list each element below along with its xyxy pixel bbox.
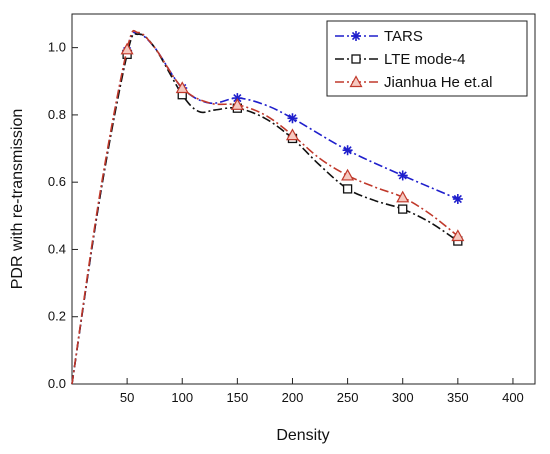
- marker-stroke: [398, 171, 407, 180]
- marker-square: [398, 204, 408, 214]
- marker-stroke: [453, 194, 462, 204]
- x-axis-label: Density: [276, 427, 329, 444]
- x-tick-label: 250: [337, 390, 359, 405]
- y-tick-label: 0.8: [48, 107, 66, 122]
- marker-asterisk: [351, 31, 361, 41]
- marker-stroke: [288, 114, 297, 123]
- marker-triangle: [349, 75, 363, 88]
- y-tick-label: 0.4: [48, 241, 66, 256]
- y-tick-label: 0.2: [48, 309, 66, 324]
- x-tick-label: 50: [120, 390, 134, 405]
- x-tick-label: 400: [502, 390, 524, 405]
- marker-triangle: [230, 98, 244, 110]
- y-tick-label: 1.0: [48, 40, 66, 55]
- series-lte-mode-4-line: [71, 33, 459, 385]
- series-jianhua-he-et-al: [71, 29, 465, 385]
- marker-asterisk: [452, 194, 463, 204]
- legend-entry: Jianhua He et.al: [335, 74, 492, 91]
- marker-stroke: [343, 146, 352, 155]
- y-axis-ticks: 0.0 0.2 0.4 0.6 0.8 1.0: [48, 40, 78, 391]
- marker-triangle: [396, 190, 410, 203]
- y-tick-label: 0.0: [48, 376, 66, 391]
- marker-square: [351, 54, 361, 64]
- marker-triangle: [285, 128, 299, 141]
- legend-label: TARS: [384, 28, 423, 45]
- marker-asterisk: [342, 145, 353, 156]
- legend: TARS LTE mode-4 Jianhua He et.al: [326, 20, 528, 97]
- x-tick-label: 200: [282, 390, 304, 405]
- marker-triangle: [120, 42, 134, 55]
- marker-asterisk: [287, 113, 298, 124]
- x-tick-label: 300: [392, 390, 414, 405]
- marker-triangle: [451, 229, 465, 242]
- y-tick-label: 0.6: [48, 174, 66, 189]
- marker-asterisk: [397, 170, 408, 181]
- marker-stroke: [351, 31, 361, 41]
- marker-square: [342, 184, 353, 194]
- legend-label: LTE mode-4: [384, 51, 465, 68]
- legend-entry: LTE mode-4: [335, 51, 465, 68]
- marker-triangle: [341, 168, 355, 181]
- x-tick-label: 350: [447, 390, 469, 405]
- y-axis-label: PDR with re-transmission: [9, 109, 26, 289]
- legend-entry: TARS: [335, 28, 423, 45]
- series-layer: [71, 29, 465, 385]
- x-tick-label: 150: [227, 390, 249, 405]
- marker-triangle: [175, 81, 189, 94]
- legend-label: Jianhua He et.al: [384, 74, 492, 91]
- x-tick-label: 100: [171, 390, 193, 405]
- plot-frame: [71, 13, 536, 385]
- x-axis-ticks: 50 100 150 200 250 300 350 400: [120, 378, 524, 405]
